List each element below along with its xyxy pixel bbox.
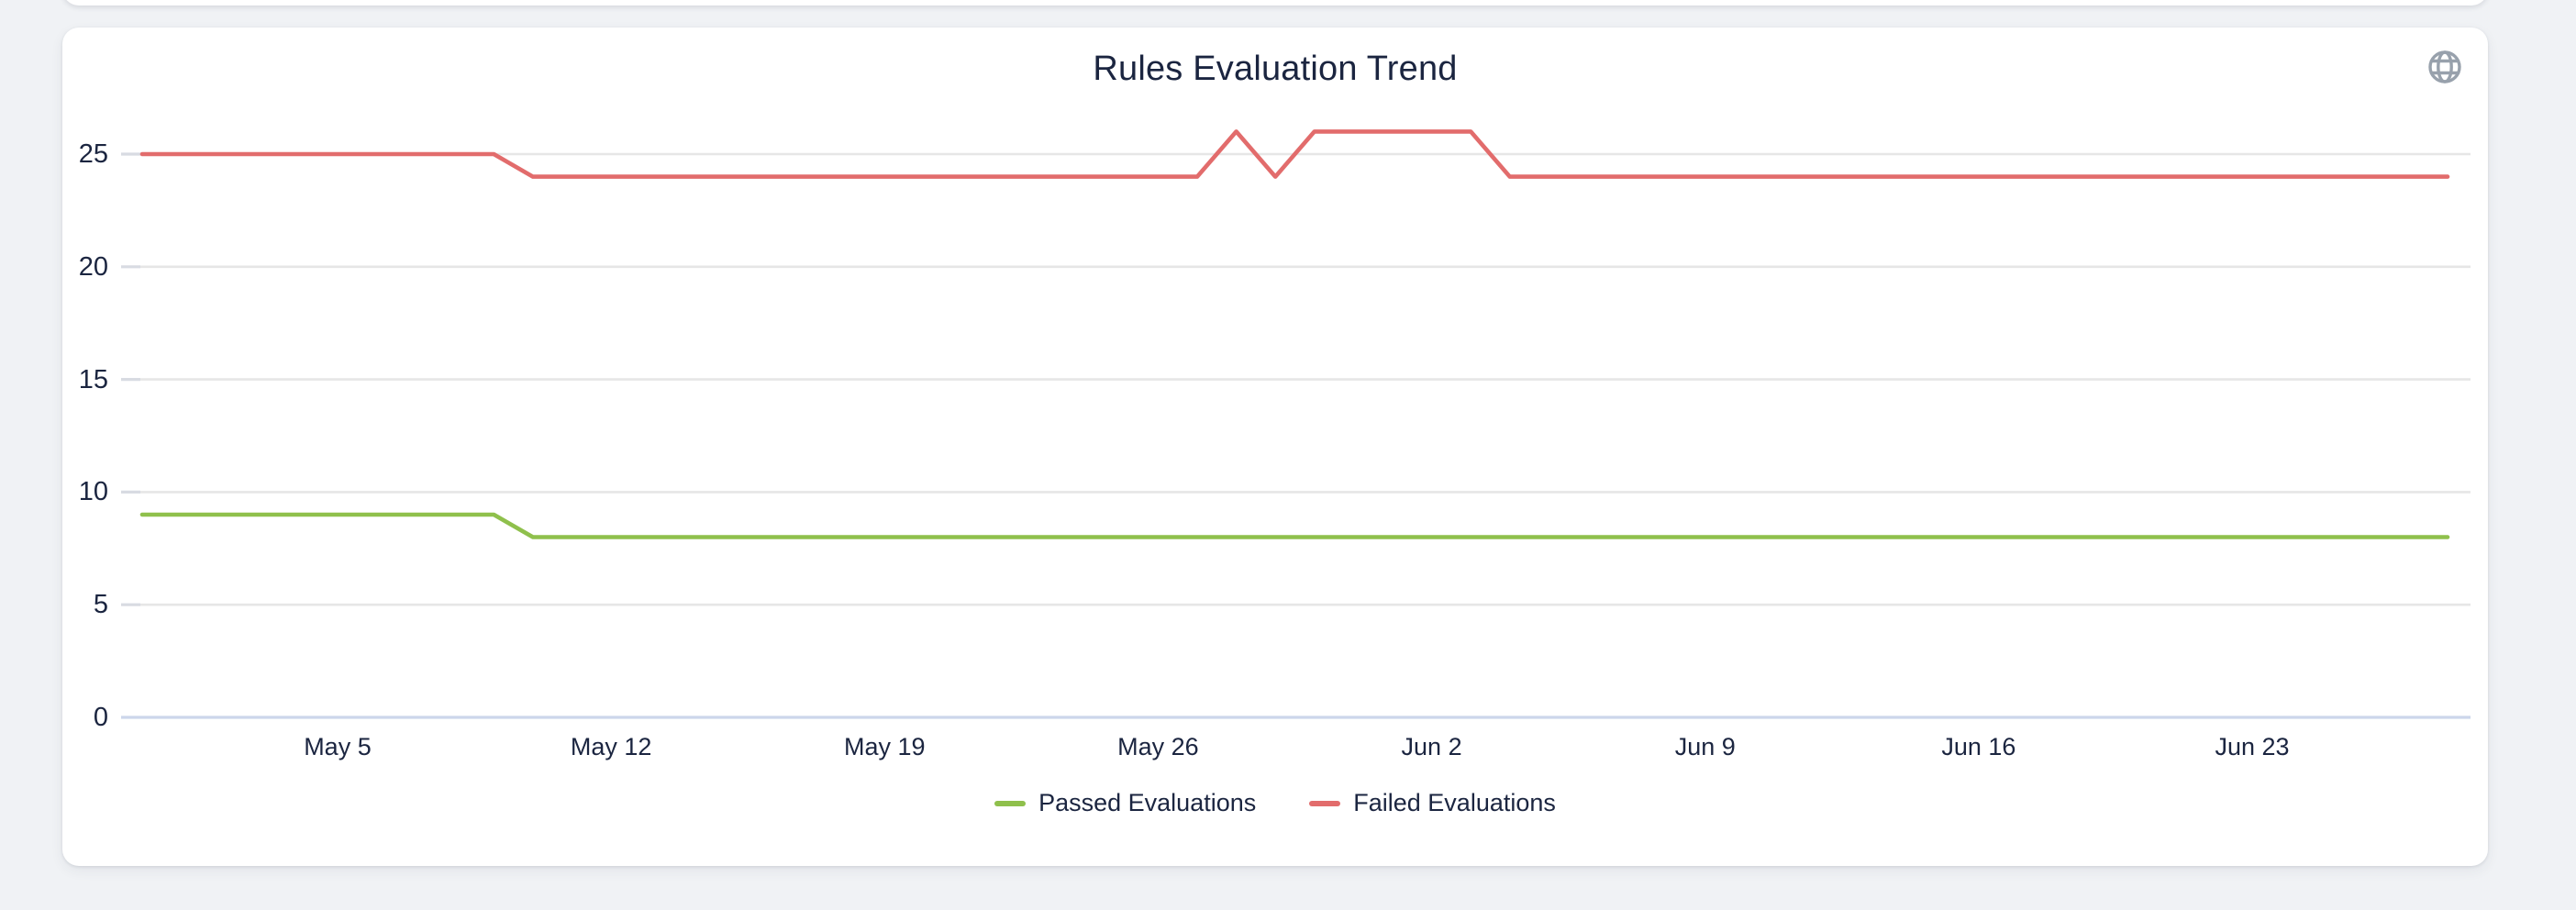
legend-label-failed-evaluations: Failed Evaluations: [1353, 789, 1556, 816]
series-line-failed-evaluations: [139, 129, 2450, 179]
x-axis-label: Jun 9: [1674, 733, 1736, 760]
x-axis-label: May 19: [843, 733, 926, 760]
chart-context-menu-button[interactable]: [2426, 48, 2464, 86]
rules-evaluation-trend-card: [62, 28, 2488, 866]
x-axis-label: May 26: [1117, 733, 1199, 760]
x-axis-label: Jun 16: [1941, 733, 2016, 760]
series-line-passed-evaluations: [139, 512, 2450, 539]
y-axis-label: 15: [78, 364, 108, 394]
legend-item-passed-evaluations[interactable]: Passed Evaluations: [994, 789, 1256, 817]
x-axis-label: May 12: [570, 733, 652, 760]
previous-card-bottom-edge: [62, 0, 2488, 6]
globe-icon: [2428, 50, 2461, 83]
y-axis-label: 5: [93, 590, 108, 620]
chart-legend: Passed Evaluations Failed Evaluations: [62, 789, 2488, 817]
legend-label-passed-evaluations: Passed Evaluations: [1038, 789, 1257, 816]
legend-swatch-failed-evaluations: [1309, 800, 1341, 806]
y-axis-label: 0: [93, 703, 108, 732]
legend-item-failed-evaluations[interactable]: Failed Evaluations: [1309, 789, 1556, 817]
y-axis-label: 20: [78, 251, 108, 282]
chart-title: Rules Evaluation Trend: [1093, 50, 1458, 88]
x-axis-label: Jun 23: [2215, 733, 2290, 760]
x-axis-label: May 5: [304, 733, 372, 760]
y-axis-label: 10: [78, 477, 108, 507]
x-axis-label: Jun 2: [1401, 733, 1462, 760]
y-axis-label: 25: [78, 139, 108, 169]
legend-swatch-passed-evaluations: [994, 800, 1027, 806]
